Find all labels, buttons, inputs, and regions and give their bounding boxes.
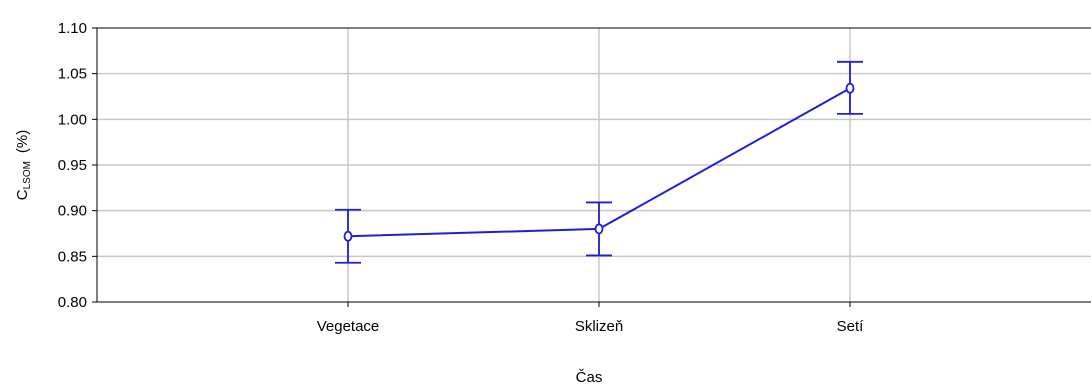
data-point [845, 82, 855, 94]
axes [92, 27, 1091, 307]
grid-lines [97, 28, 1091, 302]
y-axis-title-subscript: LSOM [22, 161, 33, 189]
y-tick-label: 1.10 [58, 20, 87, 37]
y-axis-title: CLSOM (%) [14, 130, 33, 201]
y-axis-title-main: C [14, 189, 31, 200]
data-point [594, 223, 604, 235]
y-tick-label: 0.85 [58, 248, 87, 265]
data-points [343, 82, 855, 242]
y-axis-title-unit: (%) [14, 130, 31, 153]
x-axis-title: Čas [576, 369, 603, 385]
x-tick-labels: Vegetace Sklizeň Setí [317, 318, 864, 335]
data-point [343, 230, 353, 242]
y-tick-label: 0.80 [58, 294, 87, 311]
y-tick-label: 0.95 [58, 157, 87, 174]
y-tick-label: 1.00 [58, 111, 87, 128]
x-tick-label: Setí [837, 318, 865, 335]
x-tick-label: Vegetace [317, 318, 380, 335]
y-tick-labels: 0.80 0.85 0.90 0.95 1.00 1.05 1.10 [58, 20, 87, 311]
x-tick-label: Sklizeň [575, 318, 623, 335]
y-tick-label: 1.05 [58, 66, 87, 83]
y-tick-label: 0.90 [58, 203, 87, 220]
